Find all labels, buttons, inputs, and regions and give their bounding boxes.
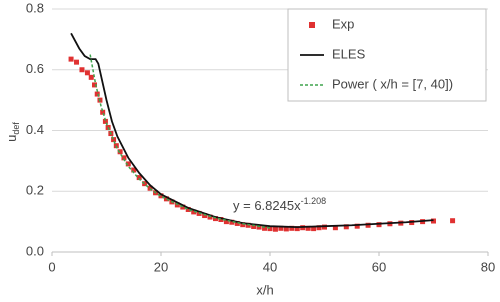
data-point [283, 226, 289, 232]
data-point [262, 225, 268, 231]
data-point [305, 225, 311, 231]
data-point [68, 56, 74, 62]
data-point [251, 223, 257, 229]
x-tick-label: 40 [263, 259, 277, 274]
data-point [223, 219, 229, 225]
x-tick-label: 20 [154, 259, 168, 274]
data-point [79, 67, 85, 73]
x-axis-label: x/h [256, 282, 273, 297]
data-point [207, 214, 213, 220]
y-tick-label: 0.0 [26, 243, 44, 258]
data-point [322, 224, 327, 230]
data-point [272, 226, 278, 232]
data-point [74, 59, 80, 65]
y-axis-label-sub: def [11, 122, 21, 135]
legend-label: ELES [332, 46, 366, 61]
x-tick-label: 80 [481, 259, 495, 274]
data-point [294, 226, 300, 232]
data-point [125, 161, 131, 167]
data-point [218, 216, 224, 222]
data-point [450, 218, 456, 224]
y-tick-label: 0.4 [26, 122, 44, 137]
x-tick-label: 60 [372, 259, 386, 274]
data-point [100, 109, 106, 115]
y-tick-label: 0.8 [26, 0, 44, 15]
data-point [94, 91, 100, 97]
data-point [267, 226, 273, 232]
data-point [289, 225, 295, 231]
data-point [240, 222, 246, 228]
data-point [185, 206, 191, 212]
legend-marker [309, 22, 315, 28]
data-point [84, 70, 90, 76]
data-point [92, 82, 98, 88]
equation-exponent: -1.208 [301, 196, 327, 206]
series-line [70, 32, 434, 228]
data-point [142, 181, 148, 187]
x-tick-label: 0 [48, 259, 55, 274]
data-point [376, 222, 382, 228]
data-point [256, 224, 262, 230]
data-point [102, 118, 108, 124]
equation-main: y = 6.8245x [233, 198, 301, 213]
y-axis-label-main: u [4, 135, 19, 142]
y-tick-label: 0.2 [26, 183, 44, 198]
data-point [431, 218, 436, 224]
equation: y = 6.8245x-1.208 [233, 196, 326, 213]
data-point [229, 219, 235, 225]
data-point [365, 222, 371, 228]
data-point [202, 213, 208, 219]
data-point [343, 224, 349, 230]
legend-label: Power ( x/h = [7, 40]) [332, 76, 453, 91]
legend-label: Exp [332, 16, 354, 31]
data-point [158, 193, 164, 199]
data-point [121, 155, 127, 161]
data-point [136, 175, 142, 181]
y-axis-label: udef [4, 122, 21, 142]
data-point [191, 209, 197, 215]
data-point [88, 74, 94, 80]
data-point [163, 196, 169, 202]
data-point [354, 223, 360, 229]
data-point [131, 167, 137, 173]
series-line [89, 54, 271, 229]
data-point [311, 226, 317, 232]
data-point [316, 225, 322, 231]
data-point [278, 225, 284, 231]
y-tick-label: 0.6 [26, 61, 44, 76]
data-point [117, 149, 123, 155]
data-point [180, 204, 186, 210]
data-point [332, 225, 338, 231]
data-point [234, 220, 240, 226]
data-point [111, 137, 117, 143]
